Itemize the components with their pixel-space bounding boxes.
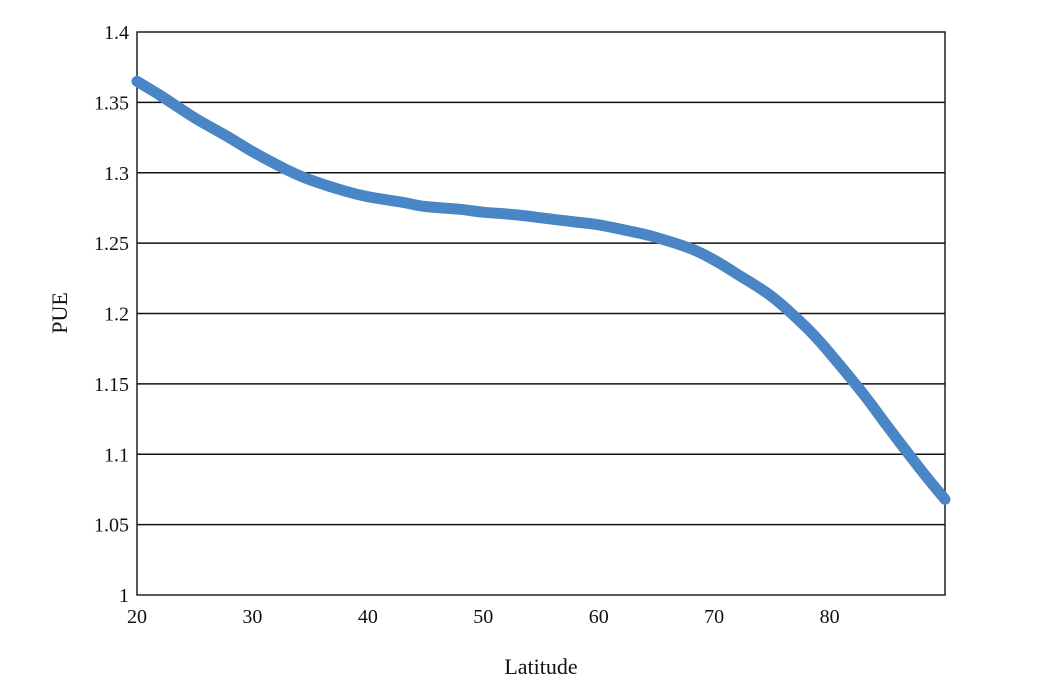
x-tick-label: 20 bbox=[127, 606, 147, 628]
y-tick-label: 1.4 bbox=[104, 22, 129, 44]
y-axis-title: PUE bbox=[47, 292, 72, 334]
y-tick-label: 1.05 bbox=[94, 515, 129, 537]
x-tick-label: 60 bbox=[589, 606, 609, 628]
series-group bbox=[131, 75, 951, 505]
x-tick-label: 50 bbox=[473, 606, 493, 628]
x-tick-label: 40 bbox=[358, 606, 378, 628]
x-tick-labels: 20 30 40 50 60 70 80 bbox=[127, 606, 840, 628]
y-tick-label: 1.35 bbox=[94, 92, 129, 114]
y-tick-label: 1 bbox=[119, 585, 129, 607]
x-tick-label: 30 bbox=[242, 606, 262, 628]
y-tick-labels: 1 1.05 1.1 1.15 1.2 1.25 1.3 1.35 1.4 bbox=[94, 22, 129, 607]
x-axis-title: Latitude bbox=[504, 654, 577, 679]
y-tick-label: 1.2 bbox=[104, 304, 129, 326]
y-tick-label: 1.1 bbox=[104, 444, 129, 466]
gridlines bbox=[137, 101, 945, 526]
y-tick-label: 1.15 bbox=[94, 374, 129, 396]
y-tick-label: 1.25 bbox=[94, 233, 129, 255]
x-tick-label: 70 bbox=[704, 606, 724, 628]
x-tick-label: 80 bbox=[820, 606, 840, 628]
y-tick-label: 1.3 bbox=[104, 163, 129, 185]
plot-frame bbox=[136, 31, 946, 596]
series-line-0 bbox=[131, 75, 951, 505]
